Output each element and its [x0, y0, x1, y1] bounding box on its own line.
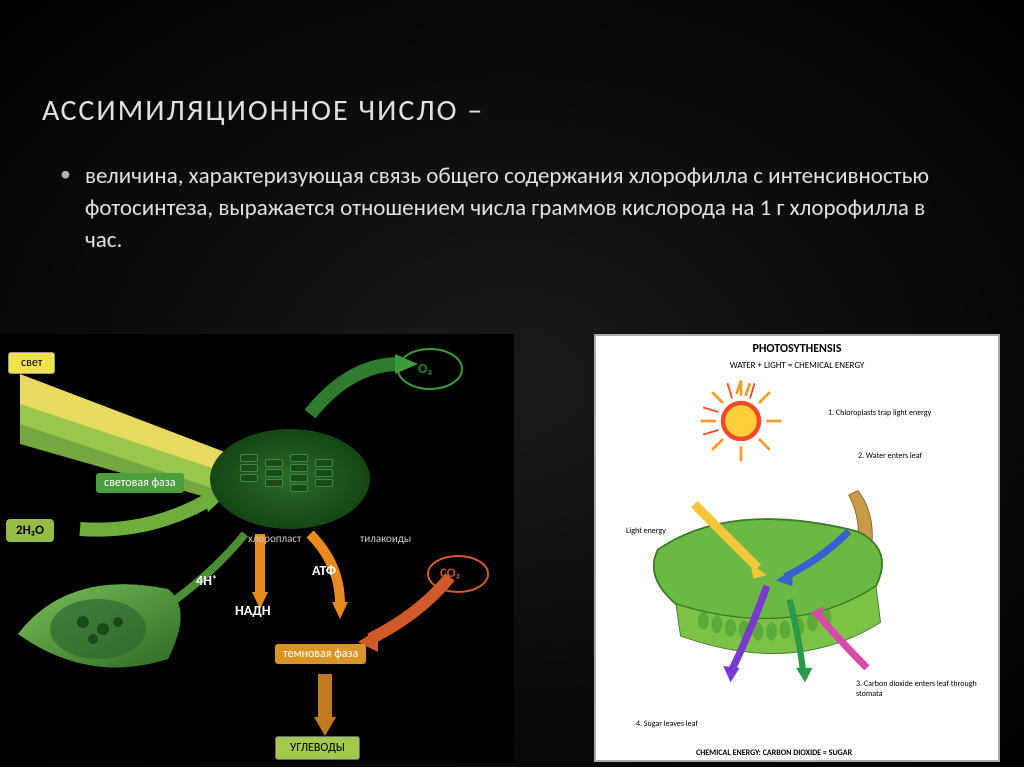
- bullet-dot: •: [60, 160, 71, 257]
- label-h2o: 2H₂O: [6, 519, 54, 542]
- label-chloroplast: хлоропласт: [248, 532, 301, 545]
- label-nadh: НАДН: [235, 602, 271, 619]
- right-title: PHOTOSYTHENSIS: [596, 342, 998, 356]
- step-4: 4. Sugar leaves leaf: [636, 719, 698, 729]
- label-co2: CO₂: [440, 566, 460, 581]
- label-4h: 4H⁺: [196, 572, 217, 589]
- sun-icon: [696, 376, 786, 466]
- chloroplast-shape: [210, 429, 370, 529]
- slide-title: АССИМИЛЯЦИОННОЕ ЧИСЛО –: [42, 92, 484, 129]
- step-3: 3. Carbon dioxide enters leaf through st…: [856, 679, 986, 699]
- left-diagram: свет O₂ световая фаза 2H₂O хлоропласт ти…: [0, 334, 514, 762]
- label-thylakoids: тилакоиды: [360, 532, 411, 545]
- label-light-phase: световая фаза: [96, 473, 184, 493]
- body-text: величина, характеризующая связь общего с…: [85, 160, 964, 257]
- label-atp: АТФ: [312, 562, 336, 579]
- left-svg: [0, 334, 514, 762]
- step-1: 1. Chloroplasts trap light energy: [828, 408, 931, 418]
- label-dark-phase: темновая фаза: [275, 644, 366, 664]
- bullet-row: • величина, характеризующая связь общего…: [60, 160, 964, 257]
- label-svet: свет: [8, 352, 55, 374]
- right-diagram: PHOTOSYTHENSIS WATER + LIGHT = CHEMICAL …: [594, 334, 1000, 762]
- slide-body: • величина, характеризующая связь общего…: [60, 160, 964, 257]
- right-leaf: [626, 486, 926, 686]
- leaf-shape: [8, 564, 198, 684]
- right-footer: CHEMICAL ENERGY: CARBON DIOXIDE = SUGAR: [696, 748, 852, 758]
- label-o2: O₂: [418, 360, 432, 377]
- label-carbs: УГЛЕВОДЫ: [275, 736, 360, 760]
- step-2: 2. Water enters leaf: [858, 451, 922, 461]
- right-subtitle: WATER + LIGHT = CHEMICAL ENERGY: [596, 360, 998, 371]
